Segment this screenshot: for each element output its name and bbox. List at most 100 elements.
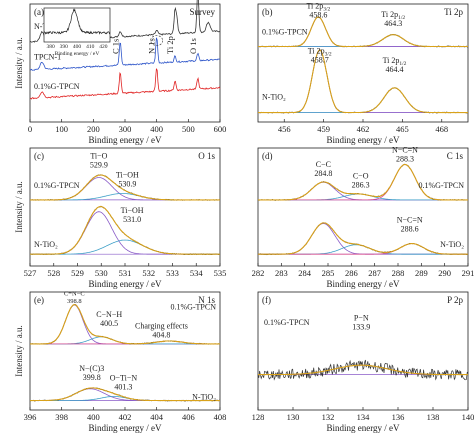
inset-x-label: Binding energy / eV [55, 51, 100, 57]
envelope-fit-line [258, 49, 468, 114]
inset-tick-label: 410 [86, 44, 95, 50]
peak-annotation: Charging effects [135, 322, 188, 331]
inset-tick-label: 420 [99, 44, 108, 50]
peak-annotation: N−C=N [392, 146, 418, 155]
x-axis-label: Binding energy / eV [326, 135, 400, 145]
annotation-value: 531.0 [123, 215, 141, 224]
series-label: N-TiO₂ [192, 392, 216, 401]
panel-letter: (d) [262, 151, 273, 161]
x-tick-label: 132 [322, 412, 335, 422]
series-0.1%G-TPCN [29, 68, 221, 100]
x-tick-label: 284 [298, 268, 312, 278]
peak-annotation: C−O [353, 172, 369, 181]
x-tick-label: 0 [28, 124, 32, 134]
annotation-value: 133.9 [352, 322, 370, 331]
x-tick-label: 532 [142, 268, 155, 278]
series-label: 0.1%G-TPCN [34, 181, 80, 190]
annotation-main: Ti 2p [383, 56, 400, 65]
x-tick-label: 529 [71, 268, 84, 278]
annotation-value: 398.8 [67, 298, 82, 305]
plot-frame [257, 3, 469, 123]
series-label: 0.1%G-TPCN [264, 318, 310, 327]
series-0.1%G-TPCN [257, 359, 469, 381]
series-label: N-TiO₂ [34, 240, 58, 249]
x-tick-label: 535 [214, 268, 227, 278]
series-label: 0.1%G-TPCN [170, 303, 216, 312]
peak-annotation: N−C=N [397, 215, 423, 224]
panel-letter: (e) [34, 295, 44, 305]
annotation-main: C=N−C [64, 291, 85, 298]
annotation-value: 284.8 [314, 169, 332, 178]
peak-annotation: N−(C)3 [79, 364, 104, 373]
series-0.1%G-TPCN [29, 304, 221, 345]
peak-annotation: O−Ti−N [110, 374, 138, 383]
envelope-fit-line [258, 16, 468, 48]
x-tick-label: 468 [435, 124, 448, 134]
peak-label: C 1s [110, 39, 120, 54]
panel-letter: (a) [34, 7, 44, 17]
panel-title: P 2p [447, 295, 463, 305]
annotation-value: 399.8 [83, 373, 101, 382]
x-tick-label: 134 [357, 412, 371, 422]
panel-e: 396 398 400 402 404 406 408 Binding energy / eV… [14, 291, 226, 433]
x-axis-label: Binding energy / eV [326, 279, 400, 289]
peak-annotation: Ti 2p1/2 [381, 10, 405, 21]
raw-data-line [257, 222, 469, 256]
panel-c: 527 528 529 530 531 532 533 534 535 Binding energ… [14, 147, 227, 289]
x-tick-label: 400 [150, 124, 163, 134]
peak-annotation: Ti−O [90, 152, 107, 161]
x-tick-label: 534 [190, 268, 204, 278]
series-N-TiO2 [257, 49, 468, 114]
series-label: TPCN-1 [34, 52, 61, 61]
series-N-TiO2 [29, 205, 221, 256]
peak-label: O 1s [188, 38, 198, 54]
annotation-main: C−N−H [96, 310, 122, 319]
series-N-TiO2 [29, 387, 221, 402]
annotation-value: 529.9 [90, 161, 108, 170]
annotation-main: P−N [354, 313, 369, 322]
series-0.1%G-TPCN [257, 16, 469, 48]
peak-label: N 1s [147, 38, 157, 54]
x-axis-label: Binding energy / eV [88, 423, 162, 433]
x-tick-label: 282 [252, 268, 265, 278]
panel-d: 282 283 284 285 286 287 288 289 290 291 Binding en… [252, 146, 474, 289]
annotation-main: O−Ti−N [110, 374, 138, 383]
x-axis-label: Binding energy / eV [88, 279, 162, 289]
annotation-value: 286.3 [352, 181, 370, 190]
x-tick-label: 527 [24, 268, 37, 278]
x-tick-label: 290 [438, 268, 451, 278]
annotation-value: 288.3 [396, 155, 414, 164]
annotation-main: Charging effects [135, 322, 188, 331]
panel-title: O 1s [198, 151, 215, 161]
series-0.1%G-TPCN [257, 163, 469, 201]
inset-tick-label: 400 [73, 44, 82, 50]
panel-f: 128 130 132 134 136 138 140 Binding energy / eV… [252, 291, 474, 433]
x-tick-label: 528 [47, 268, 60, 278]
x-tick-label: 288 [392, 268, 405, 278]
envelope-fit-line [258, 364, 468, 376]
fit-component [258, 223, 468, 255]
series-N-TiO2 [257, 222, 469, 256]
series-label: 0.1%G-TPCN [34, 82, 80, 91]
x-tick-label: 531 [119, 268, 132, 278]
annotation-main: Ti 2p [306, 2, 323, 11]
annotation-value: 404.8 [152, 331, 170, 340]
peak-annotation: Ti 2p3/2 [308, 47, 332, 58]
x-tick-label: 200 [87, 124, 100, 134]
annotation-main: Ti−O [90, 152, 107, 161]
x-tick-label: 285 [322, 268, 335, 278]
x-tick-label: 404 [150, 412, 164, 422]
envelope-fit-line [30, 206, 220, 255]
annotation-main: C−O [353, 172, 369, 181]
inset-frame [43, 7, 111, 43]
survey-line [29, 37, 221, 71]
annotation-sub: 3/2 [325, 52, 332, 58]
peak-annotation: C−C [316, 160, 331, 169]
panel-letter: (b) [262, 7, 273, 17]
x-tick-label: 406 [182, 412, 195, 422]
annotation-sub: 3/2 [323, 7, 330, 13]
x-tick-label: 500 [182, 124, 195, 134]
annotation-main: N−C=N [397, 215, 423, 224]
annotation-value: 458.7 [311, 56, 329, 65]
